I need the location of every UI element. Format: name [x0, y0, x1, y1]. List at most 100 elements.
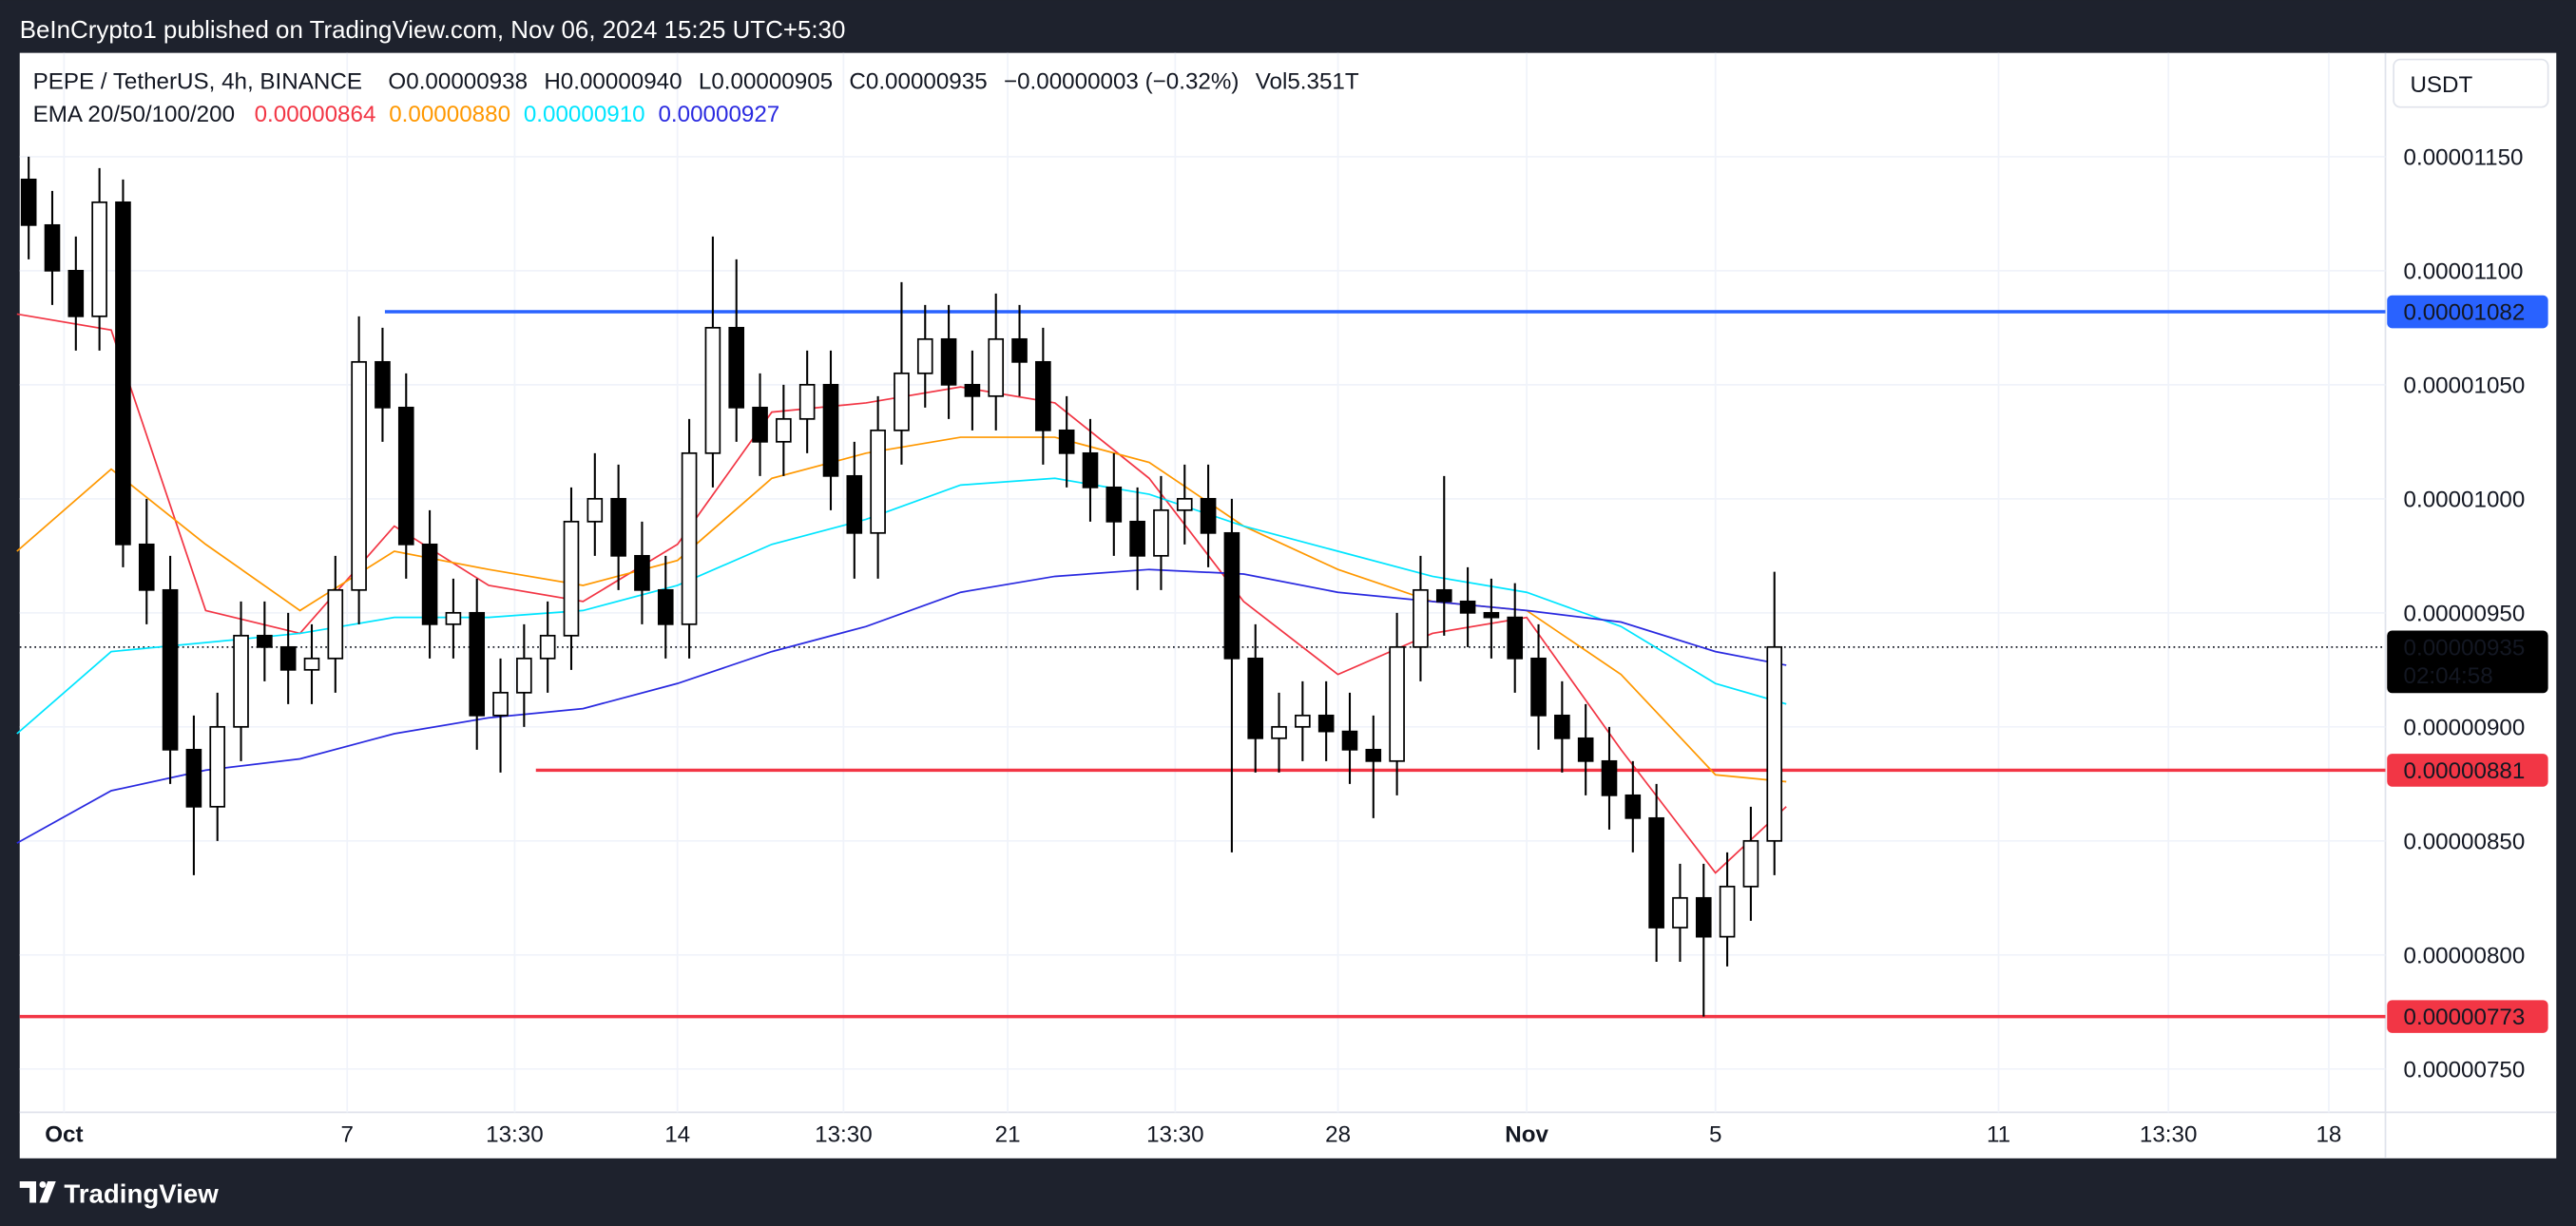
- candle-body: [1223, 531, 1240, 660]
- last-price-tag: [2387, 630, 2548, 694]
- candle-body: [1365, 748, 1382, 762]
- x-tick-label: 28: [1325, 1122, 1351, 1148]
- ema-value: 0.00000927: [658, 102, 779, 127]
- candle-body: [916, 337, 933, 374]
- level-label: 0.00001082: [2404, 300, 2526, 326]
- candle-body: [1459, 600, 1476, 614]
- candle-body: [1577, 737, 1594, 762]
- y-tick-label: 0.00001000: [2404, 487, 2526, 512]
- x-tick-label: 13:30: [486, 1122, 544, 1148]
- countdown: 02:04:58: [2404, 663, 2493, 689]
- candle-body: [1176, 497, 1193, 511]
- candle-body: [940, 337, 957, 386]
- candle-body: [870, 429, 886, 534]
- candle-body: [1483, 611, 1500, 619]
- candle-body: [539, 634, 556, 660]
- candle-body: [1554, 714, 1570, 739]
- candle-body: [1672, 896, 1688, 929]
- candle-body: [752, 406, 768, 443]
- candle-body: [586, 497, 604, 523]
- y-tick-label: 0.00001050: [2404, 373, 2526, 398]
- legend-row: PEPE / TetherUS, 4h, BINANCE O0.00000938…: [33, 69, 1359, 95]
- x-tick-label: 11: [1987, 1122, 2010, 1148]
- ema-value: 0.00000864: [255, 102, 376, 127]
- candle-body: [279, 645, 297, 671]
- candle-body: [115, 201, 131, 546]
- brand: TradingView: [64, 1178, 219, 1208]
- candle-body: [681, 451, 698, 625]
- candle-body: [209, 725, 226, 808]
- candle-body: [421, 543, 438, 625]
- symbol: PEPE / TetherUS, 4h, BINANCE: [33, 69, 362, 95]
- y-tick-label: 0.00001100: [2404, 259, 2524, 284]
- x-tick-label: 13:30: [1146, 1122, 1204, 1148]
- y-tick-label: 0.00000800: [2404, 943, 2526, 968]
- volume-key: Vol: [1256, 69, 1288, 95]
- candle-body: [1317, 714, 1335, 733]
- level-label: 0.00000773: [2404, 1005, 2526, 1030]
- logo: [19, 1180, 56, 1203]
- candle-body: [1507, 616, 1524, 660]
- candle-body: [44, 223, 61, 272]
- currency-label[interactable]: USDT: [2410, 72, 2472, 98]
- ohlc-value: 0.00000935: [866, 69, 988, 95]
- candle-body: [798, 383, 816, 420]
- candle-body: [1011, 337, 1028, 363]
- candle-body: [67, 269, 85, 317]
- candle-body: [728, 326, 745, 409]
- candle-body: [445, 611, 462, 625]
- ohlc-value: 0.00000905: [711, 69, 833, 95]
- candle-body: [1200, 497, 1217, 534]
- candle-body: [257, 634, 273, 648]
- published-note: BeInCrypto1 published on TradingView.com…: [20, 17, 846, 44]
- ohlc-key: O: [388, 69, 406, 95]
- candle-body: [1058, 429, 1075, 454]
- ohlc-key: H: [544, 69, 560, 95]
- x-tick-label: 13:30: [815, 1122, 873, 1148]
- chart-panel: [19, 52, 2557, 1159]
- candle-body: [634, 554, 650, 591]
- candle-body: [138, 543, 155, 591]
- logo-dot: [39, 1180, 47, 1188]
- candle-body: [397, 406, 414, 546]
- last-price-label: 0.00000935: [2404, 635, 2526, 661]
- candle-body: [1766, 645, 1783, 842]
- candle-body: [1648, 816, 1664, 929]
- candle-body: [846, 474, 863, 534]
- candle-body: [1129, 520, 1145, 557]
- candle-body: [1082, 451, 1099, 488]
- ohlc-key: L: [699, 69, 711, 95]
- candle-body: [1719, 885, 1736, 938]
- candle-body: [1295, 714, 1311, 728]
- level-tag: [2387, 295, 2548, 329]
- candles: [20, 156, 1783, 1017]
- candle-body: [233, 634, 249, 728]
- candle-body: [610, 497, 626, 557]
- candle-body: [327, 588, 344, 660]
- y-tick-label: 0.00000750: [2404, 1057, 2526, 1082]
- candle-body: [162, 588, 179, 751]
- candle-body: [185, 748, 202, 808]
- candle-body: [91, 201, 107, 317]
- level-label: 0.00000881: [2404, 758, 2526, 784]
- candle-body: [1271, 725, 1287, 739]
- brand-logo: [19, 1180, 56, 1203]
- ema-line: [16, 477, 1787, 735]
- x-tick-label: 14: [664, 1122, 690, 1148]
- ohlc-value: 0.00000938: [406, 69, 528, 95]
- candle-body: [1035, 360, 1051, 431]
- candle-body: [1435, 588, 1452, 603]
- ema-line: [16, 568, 1787, 844]
- candle-body: [492, 691, 509, 717]
- level-tag: [2387, 754, 2548, 787]
- candle-body: [964, 383, 981, 397]
- ema-value: 0.00000910: [524, 102, 645, 127]
- candle-body: [1530, 657, 1547, 717]
- candle-body: [1624, 794, 1642, 819]
- candle-body: [1695, 896, 1712, 938]
- x-tick-label: Oct: [45, 1122, 83, 1148]
- currency-button[interactable]: [2393, 58, 2549, 108]
- candle-body: [1341, 730, 1358, 751]
- candle-body: [563, 520, 580, 637]
- candle-body: [20, 178, 37, 226]
